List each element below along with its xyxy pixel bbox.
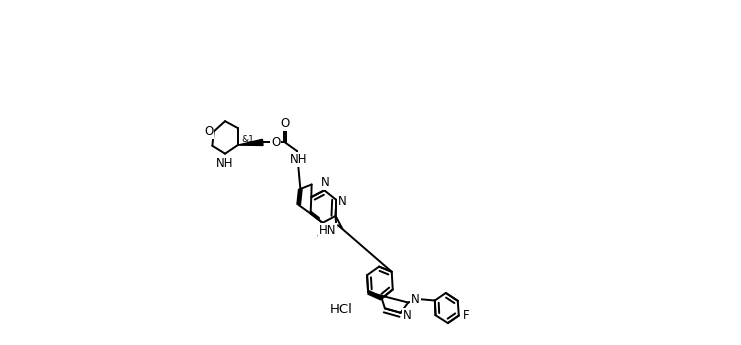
Text: HCl: HCl xyxy=(330,303,353,316)
Text: NH: NH xyxy=(290,153,308,166)
Text: O: O xyxy=(204,125,213,138)
Text: N: N xyxy=(403,309,412,322)
Text: N: N xyxy=(321,176,330,189)
Text: O: O xyxy=(271,136,280,149)
Text: NH: NH xyxy=(290,153,308,166)
Text: F: F xyxy=(463,309,470,322)
Text: &1: &1 xyxy=(241,135,254,144)
Text: N: N xyxy=(411,293,420,306)
Text: N: N xyxy=(338,195,347,208)
Polygon shape xyxy=(238,139,263,146)
Text: NH: NH xyxy=(216,157,234,170)
Text: O: O xyxy=(280,117,290,130)
Text: HN: HN xyxy=(319,224,336,237)
